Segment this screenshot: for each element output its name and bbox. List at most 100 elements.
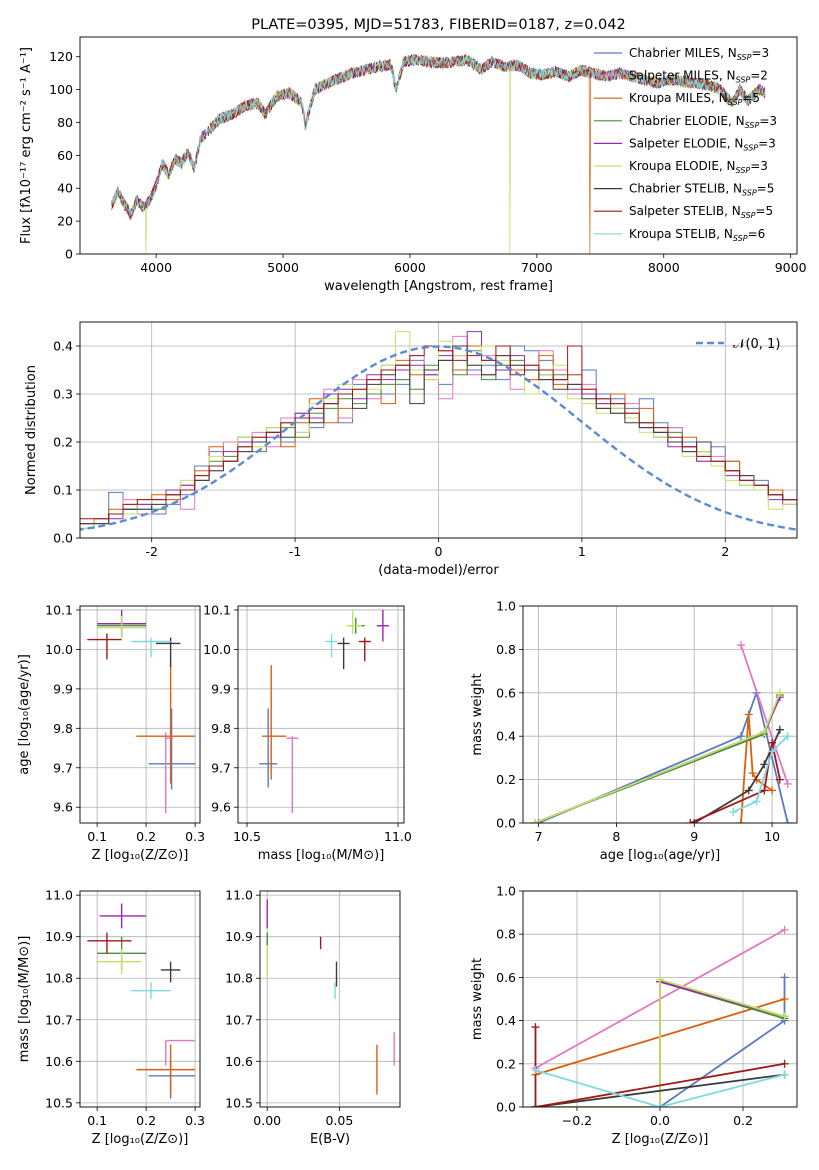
weight-marker bbox=[760, 760, 769, 769]
weight-marker bbox=[768, 747, 777, 756]
y-tick-label: 0.6 bbox=[496, 970, 516, 985]
data-point bbox=[337, 637, 350, 670]
spectrum-line bbox=[111, 54, 766, 216]
legend-label: 𝒩(0, 1) bbox=[733, 337, 780, 352]
data-point bbox=[376, 609, 389, 642]
weight-marker bbox=[775, 725, 784, 734]
data-point bbox=[97, 615, 147, 638]
axes-frame bbox=[522, 890, 798, 1108]
x-axis-label: wavelength [Angstrom, rest frame] bbox=[324, 279, 553, 294]
weight-marker bbox=[531, 1103, 540, 1107]
x-axis-label: Z [log₁₀(Z/Z⊙)] bbox=[612, 1132, 709, 1147]
legend-label-rest: =5 bbox=[755, 204, 773, 218]
weight-marker bbox=[736, 732, 745, 741]
y-axis-label: mass weight bbox=[470, 673, 485, 755]
weight-series bbox=[531, 1023, 789, 1107]
weight-marker bbox=[783, 819, 792, 823]
weight-line bbox=[534, 1027, 785, 1107]
weight-marker bbox=[780, 973, 789, 982]
x-tick-label: 0.2 bbox=[136, 1113, 156, 1128]
x-tick-label: 9 bbox=[690, 829, 698, 844]
data-point bbox=[262, 665, 287, 780]
x-tick-label: 0.00 bbox=[253, 1113, 281, 1128]
weight-series bbox=[531, 1066, 789, 1107]
weight-marker bbox=[768, 786, 777, 795]
legend-subscript: SSP bbox=[733, 234, 748, 243]
y-axis-label: mass weight bbox=[470, 958, 485, 1040]
x-tick-label: 1 bbox=[578, 544, 586, 559]
y-tick-label: 9.8 bbox=[211, 721, 231, 736]
y-tick-label: 9.6 bbox=[53, 800, 73, 815]
data-point bbox=[358, 637, 371, 662]
legend-label-rest: =2 bbox=[750, 69, 768, 83]
weight-series bbox=[530, 688, 784, 823]
weight-marker bbox=[780, 1059, 789, 1068]
y-tick-label: 10.0 bbox=[203, 642, 231, 657]
weight-marker bbox=[656, 1103, 664, 1107]
data-point bbox=[99, 903, 147, 929]
legend-item: Kroupa MILES, NSSP=5 bbox=[594, 91, 760, 107]
y-tick-label: 80 bbox=[57, 115, 73, 130]
weight-marker bbox=[783, 779, 792, 788]
weight-line bbox=[535, 1069, 785, 1107]
weight-marker bbox=[760, 727, 769, 736]
axes-frame bbox=[79, 890, 201, 1108]
data-point bbox=[97, 949, 142, 975]
y-tick-label: 0.4 bbox=[496, 1013, 516, 1028]
y-tick-label: 11.0 bbox=[225, 888, 253, 903]
y-tick-label: 0.2 bbox=[496, 1056, 516, 1071]
y-tick-label: 11.0 bbox=[45, 888, 73, 903]
legend-item: Salpeter MILES, NSSP=2 bbox=[594, 69, 768, 85]
legend: 𝒩(0, 1) bbox=[696, 337, 780, 352]
weight-line bbox=[732, 735, 789, 813]
axes-frame bbox=[237, 605, 405, 824]
x-axis-label: age [log₁₀(age/yr)] bbox=[600, 848, 721, 863]
chart-title: PLATE=0395, MJD=51783, FIBERID=0187, z=0… bbox=[251, 17, 625, 33]
x-axis-label: (data-model)/error bbox=[378, 563, 499, 578]
legend-label-rest: =5 bbox=[742, 91, 760, 105]
weight-line bbox=[535, 1073, 785, 1107]
legend-label-rest: =6 bbox=[748, 227, 766, 241]
legend-label: Salpeter ELODIE, NSSP=3 bbox=[629, 136, 776, 152]
legend: Chabrier MILES, NSSP=3 Salpeter MILES, NS… bbox=[594, 46, 777, 243]
weight-marker bbox=[729, 808, 738, 817]
x-tick-label: -1 bbox=[289, 544, 301, 559]
x-tick-label: 0.2 bbox=[136, 829, 156, 844]
x-tick-label: 2 bbox=[721, 544, 729, 559]
legend-item: Chabrier STELIB, NSSP=5 bbox=[594, 182, 774, 198]
x-tick-label: 7 bbox=[535, 829, 543, 844]
x-axis-label: mass [log₁₀(M/M⊙)] bbox=[258, 848, 385, 863]
data-point bbox=[131, 637, 171, 658]
legend-label-rest: =5 bbox=[757, 182, 775, 196]
weight-marker bbox=[760, 786, 769, 795]
y-tick-label: 0.1 bbox=[53, 483, 73, 498]
data-point bbox=[131, 982, 171, 999]
legend-label-rest: =3 bbox=[759, 114, 777, 128]
x-tick-label: 0.05 bbox=[325, 1113, 353, 1128]
weight-marker bbox=[783, 732, 792, 741]
legend-label: Kroupa MILES, NSSP=5 bbox=[629, 91, 760, 107]
legend-item: Chabrier MILES, NSSP=3 bbox=[594, 46, 769, 62]
y-tick-label: 0.8 bbox=[496, 642, 516, 657]
x-tick-label: 5000 bbox=[267, 260, 299, 275]
legend-label: Chabrier MILES, NSSP=3 bbox=[629, 46, 769, 62]
y-tick-label: 20 bbox=[57, 214, 73, 229]
y-axis-label: Normed distribution bbox=[24, 365, 39, 495]
axes-frame bbox=[79, 321, 798, 539]
data-point bbox=[165, 732, 174, 814]
weight-marker bbox=[656, 975, 664, 984]
y-tick-label: 10.5 bbox=[225, 1095, 253, 1110]
y-tick-label: 0.2 bbox=[496, 772, 516, 787]
x-tick-label: -2 bbox=[145, 544, 157, 559]
weight-line bbox=[535, 978, 785, 1107]
mass-vs-metallicity-chart: 0.1 0.2 0.3 10.5 10.6 10.7 10.8 10.9 11.0 Z [log₁… bbox=[17, 888, 205, 1147]
y-tick-label: 0.0 bbox=[496, 816, 516, 831]
legend-subscript: SSP bbox=[737, 53, 752, 62]
legend-item: Kroupa ELODIE, NSSP=3 bbox=[594, 159, 768, 175]
x-tick-label: 7000 bbox=[521, 260, 553, 275]
weight-marker bbox=[744, 710, 753, 719]
y-tick-label: 10.9 bbox=[45, 929, 73, 944]
data-point bbox=[155, 637, 181, 668]
x-tick-label: 0.1 bbox=[87, 1113, 107, 1128]
weight-marker bbox=[780, 995, 789, 1003]
